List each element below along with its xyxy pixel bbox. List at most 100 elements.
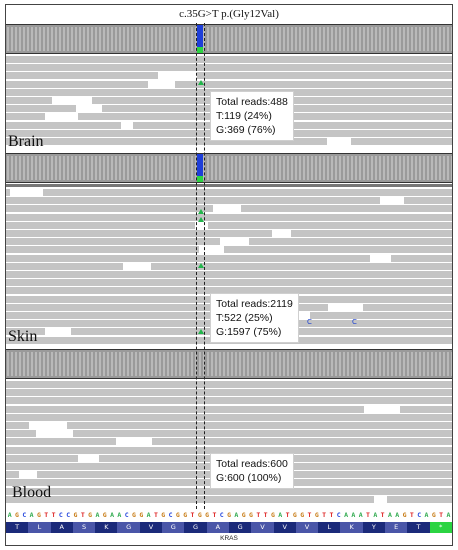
aligned-read[interactable] xyxy=(6,438,452,446)
aligned-read[interactable] xyxy=(6,254,452,262)
aligned-read[interactable] xyxy=(6,221,452,229)
read-gap xyxy=(158,72,197,81)
aligned-read[interactable] xyxy=(6,56,452,63)
aligned-read[interactable] xyxy=(6,271,452,278)
coverage-bar xyxy=(123,27,125,51)
coverage-track-brain[interactable] xyxy=(6,24,452,54)
coverage-bar xyxy=(163,156,165,180)
amino-acid: S xyxy=(72,522,96,533)
aligned-read[interactable] xyxy=(6,405,452,413)
aligned-read[interactable] xyxy=(6,446,452,454)
aligned-read[interactable] xyxy=(6,287,452,295)
total-reads: Total reads:488 xyxy=(216,96,288,108)
coverage-track-skin[interactable] xyxy=(6,153,452,183)
coverage-bar xyxy=(179,352,181,376)
coverage-bar xyxy=(431,156,433,180)
coverage-bar xyxy=(147,352,149,376)
coverage-bar xyxy=(143,352,145,376)
coverage-bar xyxy=(247,27,249,51)
coverage-bar xyxy=(119,352,121,376)
aligned-read[interactable] xyxy=(6,413,452,421)
aligned-read[interactable] xyxy=(6,389,452,397)
aligned-read[interactable] xyxy=(6,197,452,205)
tissue-label-brain: Brain xyxy=(8,133,44,150)
aligned-read[interactable] xyxy=(6,80,452,88)
coverage-bar xyxy=(11,27,13,51)
aligned-read[interactable] xyxy=(6,422,452,429)
coverage-bar xyxy=(263,352,265,376)
coverage-bar xyxy=(363,27,365,51)
aligned-read[interactable] xyxy=(6,279,452,287)
g-allele-count: G:600 (100%) xyxy=(216,472,282,484)
reference-base: A xyxy=(117,511,122,519)
coverage-bar xyxy=(87,156,89,180)
coverage-bar xyxy=(239,352,241,376)
coverage-bar xyxy=(267,352,269,376)
coverage-bar xyxy=(391,156,393,180)
aligned-read[interactable] xyxy=(6,430,452,438)
coverage-bar xyxy=(51,27,53,51)
read-gap xyxy=(10,189,43,197)
coverage-bar xyxy=(215,352,217,376)
coverage-bar xyxy=(427,352,429,376)
aligned-read[interactable] xyxy=(6,487,452,495)
coverage-bar xyxy=(171,352,173,376)
coverage-bar xyxy=(327,352,329,376)
coverage-bar xyxy=(239,156,241,180)
coverage-bar xyxy=(223,352,225,376)
aligned-read[interactable] xyxy=(6,138,452,145)
coverage-bar xyxy=(259,352,261,376)
gene-label[interactable]: KRAS xyxy=(220,535,238,542)
read-gap xyxy=(116,438,152,447)
coverage-bar xyxy=(151,27,153,51)
coverage-bar xyxy=(303,352,305,376)
aligned-read[interactable] xyxy=(6,381,452,388)
coverage-bar xyxy=(447,156,449,180)
coverage-bar xyxy=(211,27,213,51)
coverage-bar xyxy=(335,352,337,376)
coverage-bar xyxy=(419,27,421,51)
coverage-bar xyxy=(215,27,217,51)
amino-acid: L xyxy=(28,522,51,533)
amino-acid: V xyxy=(251,522,274,533)
aligned-read[interactable] xyxy=(6,262,452,270)
coverage-bar xyxy=(67,352,69,376)
coverage-bar xyxy=(163,27,165,51)
aligned-read[interactable] xyxy=(6,246,452,254)
g-allele-count: G:1597 (75%) xyxy=(216,326,282,338)
coverage-bar xyxy=(127,27,129,51)
coverage-bar xyxy=(139,352,141,376)
reference-base: A xyxy=(351,511,356,519)
read-gap xyxy=(36,430,73,439)
reference-base: T xyxy=(329,511,334,519)
coverage-bar xyxy=(255,156,257,180)
coverage-bar xyxy=(383,352,385,376)
coverage-bar xyxy=(379,27,381,51)
aligned-read[interactable] xyxy=(6,64,452,72)
aligned-read[interactable] xyxy=(6,72,452,80)
coverage-bar xyxy=(311,156,313,180)
coverage-bar xyxy=(395,27,397,51)
reference-base: A xyxy=(344,511,348,519)
read-gap xyxy=(364,405,400,414)
reference-base: A xyxy=(358,511,363,519)
coverage-bar xyxy=(139,27,141,51)
coverage-track-blood[interactable] xyxy=(6,349,452,379)
amino-acid-track[interactable]: T L A S K G V G G A G V V V L K Y E T * xyxy=(6,522,452,533)
aligned-read[interactable] xyxy=(6,230,452,237)
coverage-bar xyxy=(391,352,393,376)
aligned-read[interactable] xyxy=(6,213,452,221)
coverage-bar xyxy=(179,27,181,51)
total-reads: Total reads:600 xyxy=(216,458,288,470)
coverage-bar xyxy=(231,156,233,180)
coverage-bar xyxy=(107,352,109,376)
reference-base: A xyxy=(395,511,400,519)
coverage-bar xyxy=(219,352,221,376)
coverage-bar xyxy=(255,352,257,376)
aligned-read[interactable] xyxy=(6,189,452,196)
amino-acid: K xyxy=(95,522,118,533)
coverage-bar xyxy=(307,352,309,376)
aligned-read[interactable] xyxy=(6,397,452,405)
aligned-read[interactable] xyxy=(6,495,452,503)
